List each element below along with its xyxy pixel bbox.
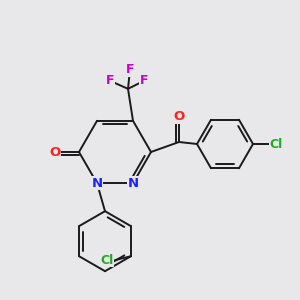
- Text: N: N: [92, 177, 103, 190]
- Text: O: O: [173, 110, 184, 124]
- Text: F: F: [140, 74, 148, 87]
- Text: Cl: Cl: [100, 254, 114, 267]
- Text: F: F: [106, 74, 114, 87]
- Text: Cl: Cl: [269, 137, 283, 151]
- Text: F: F: [126, 63, 134, 76]
- Text: N: N: [128, 177, 139, 190]
- Text: O: O: [50, 146, 61, 158]
